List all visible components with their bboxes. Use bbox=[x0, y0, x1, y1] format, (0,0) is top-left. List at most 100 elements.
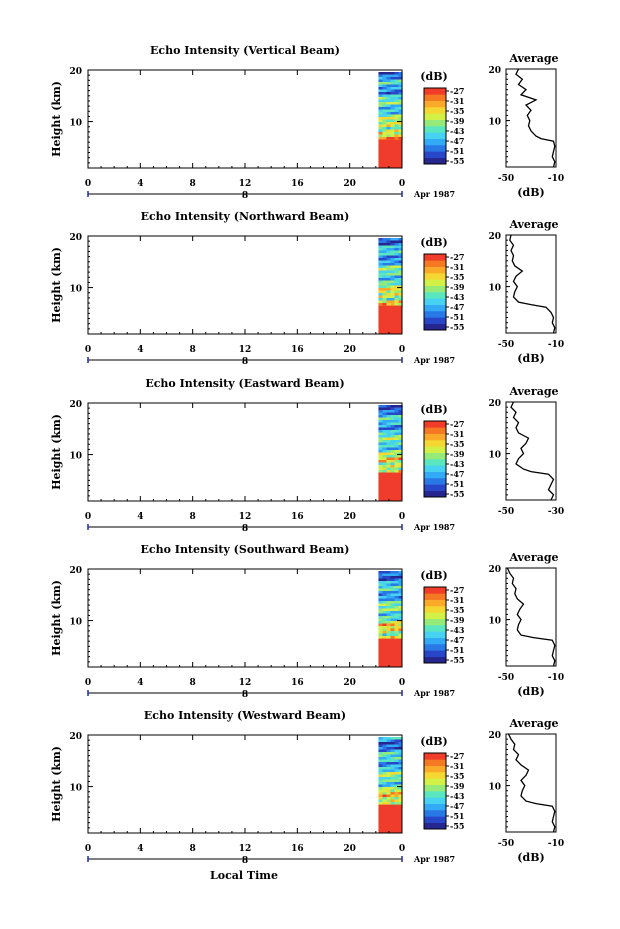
heatmap-cell bbox=[378, 278, 383, 281]
heatmap-cell bbox=[378, 283, 383, 286]
heatmap-cell bbox=[394, 782, 399, 785]
heatmap-cell bbox=[382, 129, 387, 133]
heatmap-cell bbox=[394, 450, 399, 453]
heatmap-cell bbox=[398, 616, 403, 619]
heatmap-cell bbox=[398, 137, 403, 140]
heatmap-cell bbox=[378, 137, 383, 140]
heatmap-cell bbox=[390, 243, 395, 246]
heatmap-cell bbox=[398, 573, 403, 577]
colorbar-tick-label: -35 bbox=[450, 771, 464, 781]
colorbar: -27-31-35-39-43-47-51-55 bbox=[423, 252, 465, 332]
heatmap-cell bbox=[390, 603, 395, 607]
heatmap-cell bbox=[394, 415, 399, 418]
heatmap-cell bbox=[386, 124, 391, 128]
heatmap-cell bbox=[394, 772, 399, 775]
heatmap-cell bbox=[394, 422, 399, 426]
heatmap-cell bbox=[398, 288, 403, 291]
heatmap-cell bbox=[398, 611, 403, 614]
heatmap-cell bbox=[390, 772, 395, 775]
heatmap-cell bbox=[398, 112, 403, 115]
colorbar-swatch bbox=[424, 803, 446, 811]
heatmap-cell bbox=[398, 621, 403, 624]
heatmap-cell bbox=[394, 238, 399, 241]
heatmap-cell bbox=[394, 84, 399, 88]
heatmap-cell bbox=[382, 127, 387, 130]
heatmap-cell bbox=[378, 757, 383, 760]
heatmap-cell bbox=[394, 611, 399, 614]
heatmap-cell bbox=[382, 285, 387, 289]
colorbar-swatch bbox=[424, 816, 446, 823]
heatmap-cell bbox=[386, 290, 391, 294]
heatmap-cell bbox=[382, 303, 387, 306]
heatmap-cell bbox=[390, 593, 395, 597]
heatmap-cell bbox=[398, 290, 403, 294]
heatmap-cell bbox=[398, 737, 403, 740]
x-tick-label: 0 bbox=[85, 678, 91, 688]
heatmap-cell bbox=[378, 427, 383, 431]
heatmap-cell bbox=[398, 422, 403, 426]
heatmap-cell bbox=[382, 779, 387, 783]
average-y-tick-label: 20 bbox=[488, 565, 501, 575]
heatmap-cell bbox=[382, 109, 387, 113]
heatmap-cell bbox=[390, 608, 395, 612]
heatmap-cell bbox=[398, 127, 403, 130]
heatmap-cell bbox=[398, 248, 403, 251]
heatmap-cell bbox=[398, 799, 403, 803]
colorbar-swatch bbox=[424, 452, 446, 460]
heatmap-cell bbox=[394, 779, 399, 783]
heatmap-cell bbox=[382, 455, 387, 458]
heatmap-cell bbox=[390, 445, 395, 448]
heatmap-cell bbox=[390, 273, 395, 276]
panel-title: Echo Intensity (Vertical Beam) bbox=[150, 44, 340, 57]
colorbar-swatch bbox=[424, 471, 446, 479]
colorbar-swatch bbox=[424, 765, 446, 773]
heatmap-cell bbox=[398, 432, 403, 436]
heatmap-cell bbox=[398, 255, 403, 259]
heatmap-cell bbox=[394, 583, 399, 587]
x-tick-label: 0 bbox=[85, 844, 91, 854]
heatmap-cell bbox=[382, 92, 387, 95]
heatmap-cell bbox=[386, 631, 391, 634]
colorbar-tick-label: -31 bbox=[450, 429, 464, 439]
heatmap-cell bbox=[394, 739, 399, 743]
y-axis-label: Height (km) bbox=[50, 247, 63, 323]
heatmap-cell bbox=[394, 455, 399, 458]
heatmap-cell bbox=[386, 422, 391, 426]
colorbar-tick-label: -51 bbox=[450, 811, 464, 821]
heatmap-cells bbox=[378, 737, 403, 808]
heatmap-cell bbox=[378, 794, 383, 798]
heatmap-cell bbox=[398, 744, 403, 748]
heatmap-cell bbox=[398, 119, 403, 123]
average-profile-line bbox=[507, 733, 556, 833]
heatmap-cell bbox=[378, 754, 383, 758]
heatmap-cell bbox=[394, 578, 399, 582]
x-tick-label: 0 bbox=[399, 678, 405, 688]
heatmap-cell bbox=[386, 250, 391, 254]
heatmap-cell bbox=[378, 265, 383, 269]
x-tick-label: 20 bbox=[343, 844, 356, 854]
heatmap-cell bbox=[382, 415, 387, 418]
heatmap-cell bbox=[382, 789, 387, 793]
heatmap-cell bbox=[378, 280, 383, 284]
heatmap-cell bbox=[386, 573, 391, 577]
heatmap-cell bbox=[378, 270, 383, 274]
average-y-tick-label: 10 bbox=[488, 617, 501, 627]
heatmap-cell bbox=[386, 84, 391, 88]
heatmap-cell bbox=[382, 430, 387, 433]
heatmap-cell bbox=[390, 581, 395, 584]
y-tick-label: 20 bbox=[69, 233, 82, 243]
heatmap-cell bbox=[394, 240, 399, 244]
heatmap-cell bbox=[382, 797, 387, 800]
heatmap-cell bbox=[386, 739, 391, 743]
y-axis-label: Height (km) bbox=[50, 81, 63, 157]
colorbar-title: (dB) bbox=[420, 403, 447, 416]
heatmap-cell bbox=[394, 596, 399, 599]
colorbar-title: (dB) bbox=[420, 569, 447, 582]
heatmap-cell bbox=[382, 412, 387, 416]
heatmap-cell bbox=[382, 749, 387, 753]
heatmap-cell bbox=[398, 782, 403, 785]
heatmap-cell bbox=[398, 742, 403, 745]
heatmap-cell bbox=[382, 265, 387, 269]
heatmap-cell bbox=[398, 462, 403, 466]
plot-frame bbox=[87, 734, 403, 834]
